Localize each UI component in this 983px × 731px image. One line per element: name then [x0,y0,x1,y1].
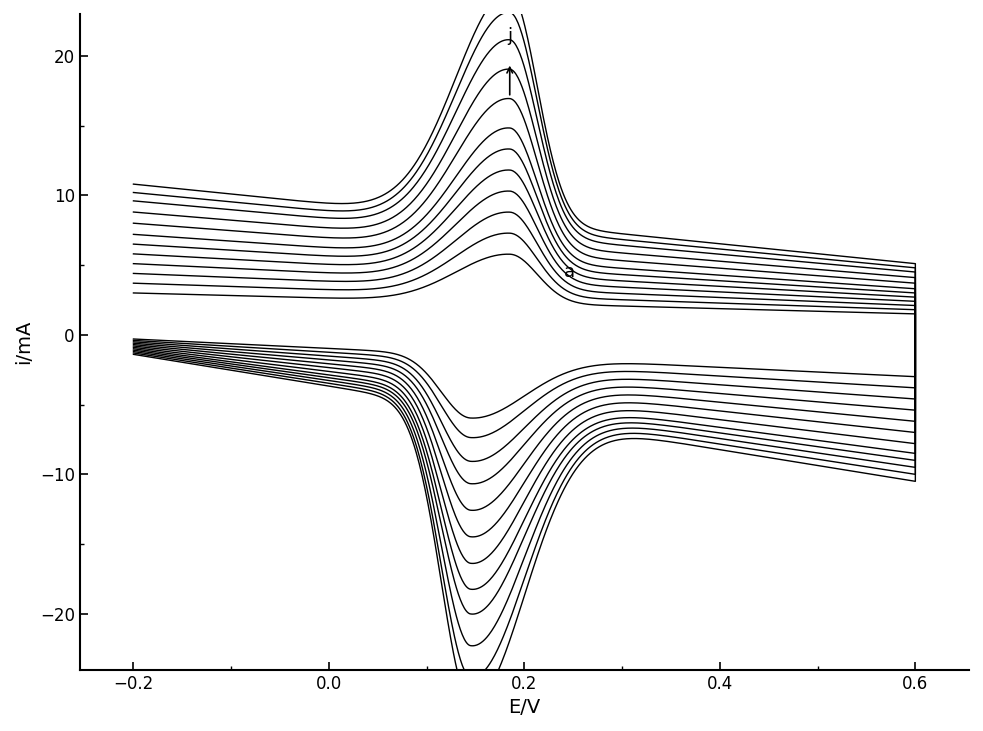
Text: j: j [507,26,512,45]
Text: a: a [563,263,575,281]
X-axis label: E/V: E/V [508,698,541,717]
Y-axis label: i/mA: i/mA [14,319,32,364]
